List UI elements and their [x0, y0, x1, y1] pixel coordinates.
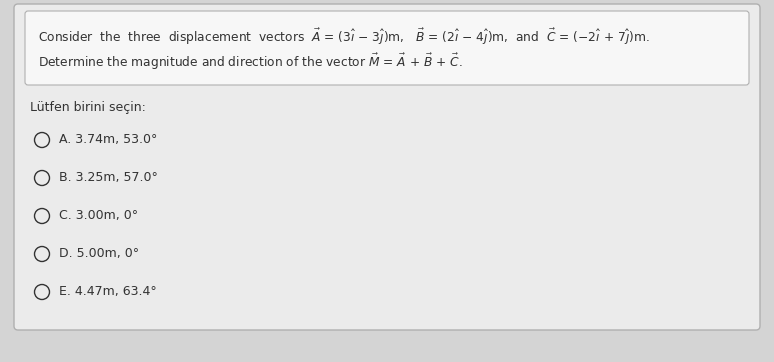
Text: A. 3.74m, 53.0°: A. 3.74m, 53.0° [59, 134, 157, 147]
Text: Lütfen birini seçin:: Lütfen birini seçin: [30, 101, 146, 114]
Text: Consider  the  three  displacement  vectors  $\vec{A}$ = (3$\hat{\imath}$ $-$ 3$: Consider the three displacement vectors … [38, 27, 649, 47]
Text: D. 5.00m, 0°: D. 5.00m, 0° [59, 248, 139, 261]
Text: E. 4.47m, 63.4°: E. 4.47m, 63.4° [59, 286, 157, 299]
FancyBboxPatch shape [25, 11, 749, 85]
FancyBboxPatch shape [14, 4, 760, 330]
Text: Determine the magnitude and direction of the vector $\vec{M}$ = $\vec{A}$ + $\ve: Determine the magnitude and direction of… [38, 52, 463, 72]
Text: C. 3.00m, 0°: C. 3.00m, 0° [59, 210, 138, 223]
Text: B. 3.25m, 57.0°: B. 3.25m, 57.0° [59, 172, 158, 185]
